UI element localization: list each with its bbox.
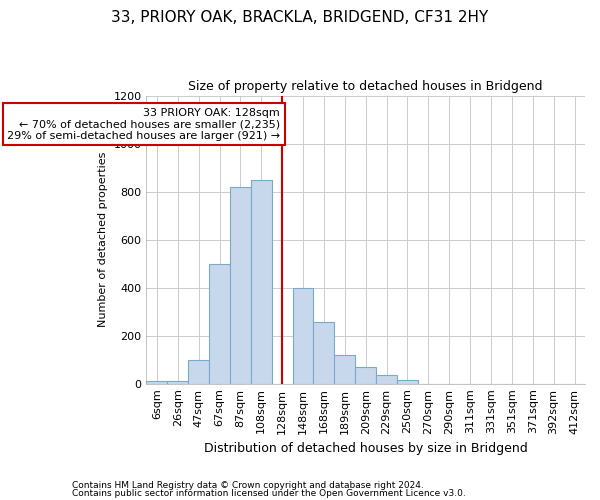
Bar xyxy=(376,376,397,384)
Bar xyxy=(146,382,167,384)
Bar xyxy=(209,264,230,384)
Bar xyxy=(251,180,272,384)
Y-axis label: Number of detached properties: Number of detached properties xyxy=(98,152,108,328)
Bar xyxy=(397,380,418,384)
Bar xyxy=(313,322,334,384)
Text: Contains public sector information licensed under the Open Government Licence v3: Contains public sector information licen… xyxy=(72,488,466,498)
Text: 33, PRIORY OAK, BRACKLA, BRIDGEND, CF31 2HY: 33, PRIORY OAK, BRACKLA, BRIDGEND, CF31 … xyxy=(112,10,488,25)
Bar xyxy=(334,355,355,384)
X-axis label: Distribution of detached houses by size in Bridgend: Distribution of detached houses by size … xyxy=(204,442,527,455)
Bar xyxy=(188,360,209,384)
Text: 33 PRIORY OAK: 128sqm
← 70% of detached houses are smaller (2,235)
29% of semi-d: 33 PRIORY OAK: 128sqm ← 70% of detached … xyxy=(7,108,280,141)
Bar xyxy=(355,367,376,384)
Text: Contains HM Land Registry data © Crown copyright and database right 2024.: Contains HM Land Registry data © Crown c… xyxy=(72,481,424,490)
Title: Size of property relative to detached houses in Bridgend: Size of property relative to detached ho… xyxy=(188,80,543,93)
Bar xyxy=(167,382,188,384)
Bar xyxy=(230,187,251,384)
Bar xyxy=(293,288,313,384)
